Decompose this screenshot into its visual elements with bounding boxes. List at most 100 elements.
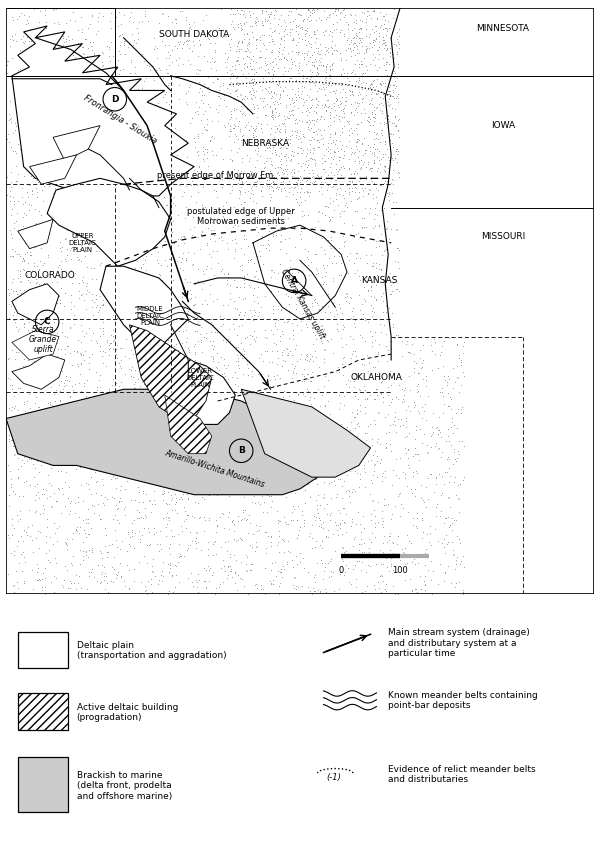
Point bbox=[305, 74, 314, 88]
Point bbox=[395, 30, 404, 43]
Point bbox=[278, 327, 287, 341]
Point bbox=[274, 514, 284, 528]
Point bbox=[312, 60, 322, 73]
Point bbox=[291, 338, 301, 352]
Point bbox=[119, 8, 128, 21]
Point bbox=[444, 63, 454, 77]
Point bbox=[310, 568, 320, 582]
Point bbox=[326, 554, 335, 567]
Point bbox=[63, 339, 73, 352]
Point bbox=[270, 555, 280, 568]
Point bbox=[306, 452, 316, 465]
Point bbox=[374, 97, 383, 110]
Point bbox=[429, 276, 439, 289]
Point bbox=[458, 585, 467, 599]
Point bbox=[200, 561, 209, 574]
Point bbox=[428, 51, 437, 64]
Point bbox=[68, 228, 78, 241]
Point bbox=[389, 51, 399, 64]
Point bbox=[20, 367, 30, 380]
Point bbox=[50, 40, 59, 53]
Point bbox=[158, 493, 167, 507]
Point bbox=[67, 495, 76, 508]
Point bbox=[245, 446, 255, 459]
Point bbox=[235, 16, 244, 30]
Point bbox=[63, 411, 73, 424]
Point bbox=[398, 5, 408, 19]
Point bbox=[388, 141, 398, 154]
Point bbox=[442, 98, 452, 111]
Point bbox=[390, 110, 400, 124]
Point bbox=[187, 175, 197, 188]
Point bbox=[280, 354, 290, 368]
Point bbox=[73, 357, 82, 371]
Point bbox=[212, 71, 221, 84]
Point bbox=[343, 266, 353, 280]
Point bbox=[398, 464, 407, 478]
Point bbox=[423, 137, 433, 151]
Point bbox=[49, 186, 58, 200]
Point bbox=[150, 355, 160, 368]
Point bbox=[427, 106, 437, 120]
Point bbox=[67, 143, 76, 157]
Point bbox=[97, 59, 107, 72]
Point bbox=[181, 336, 190, 349]
Point bbox=[242, 59, 252, 72]
Point bbox=[157, 182, 166, 196]
Point bbox=[124, 315, 133, 329]
Point bbox=[107, 329, 116, 342]
Point bbox=[133, 373, 143, 386]
Point bbox=[402, 429, 412, 443]
Point bbox=[12, 287, 22, 301]
Point bbox=[367, 507, 376, 520]
Point bbox=[452, 50, 461, 63]
Point bbox=[279, 343, 289, 357]
Point bbox=[296, 314, 306, 328]
Point bbox=[164, 585, 173, 599]
Point bbox=[106, 462, 115, 475]
Point bbox=[367, 161, 376, 175]
Point bbox=[23, 353, 33, 367]
Point bbox=[347, 66, 356, 79]
Point bbox=[20, 247, 29, 260]
Point bbox=[365, 171, 375, 185]
Point bbox=[454, 20, 463, 34]
Point bbox=[404, 40, 413, 53]
Point bbox=[209, 223, 219, 236]
Point bbox=[52, 534, 62, 548]
Point bbox=[394, 130, 404, 143]
Point bbox=[265, 181, 274, 195]
Point bbox=[219, 89, 229, 102]
Point bbox=[266, 17, 275, 30]
Point bbox=[392, 80, 401, 94]
Point bbox=[163, 588, 173, 601]
Point bbox=[397, 19, 406, 33]
Point bbox=[323, 234, 333, 247]
Point bbox=[59, 186, 69, 200]
Point bbox=[295, 61, 304, 74]
Point bbox=[8, 308, 18, 321]
Point bbox=[215, 309, 225, 322]
Point bbox=[400, 40, 409, 54]
Point bbox=[284, 185, 294, 199]
Point bbox=[1, 131, 11, 144]
Point bbox=[273, 398, 283, 411]
Point bbox=[445, 178, 454, 191]
Point bbox=[33, 524, 43, 538]
Point bbox=[271, 102, 280, 115]
Point bbox=[447, 21, 457, 35]
Point bbox=[355, 133, 364, 147]
Point bbox=[297, 33, 307, 46]
Point bbox=[346, 8, 356, 22]
Point bbox=[206, 325, 215, 339]
Point bbox=[340, 290, 350, 303]
Point bbox=[72, 242, 82, 255]
Point bbox=[150, 277, 160, 290]
Point bbox=[6, 546, 16, 560]
Point bbox=[234, 308, 244, 321]
Point bbox=[404, 179, 414, 192]
Point bbox=[363, 282, 373, 296]
Point bbox=[62, 248, 71, 261]
Point bbox=[207, 129, 217, 142]
Point bbox=[382, 535, 392, 549]
